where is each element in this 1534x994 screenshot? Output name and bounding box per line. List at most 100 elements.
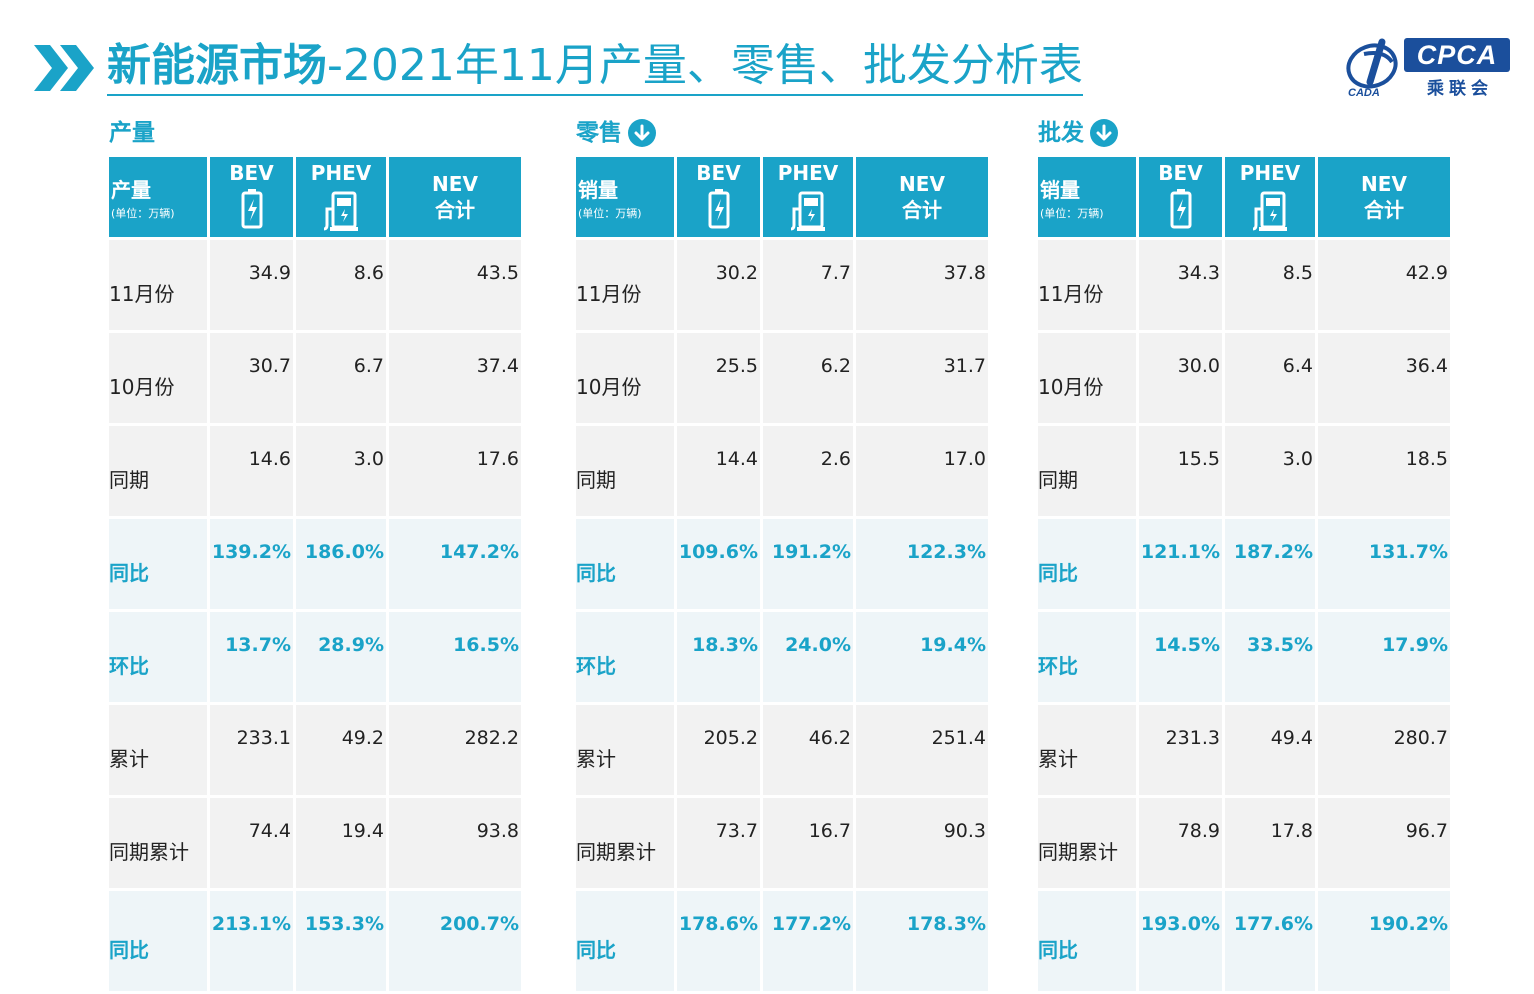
logo-cn: 乘联会: [1427, 79, 1493, 99]
cell-phev: 7.7: [763, 240, 853, 330]
cell-nev: 17.9%: [1318, 612, 1450, 702]
cell-bev: 34.9: [210, 240, 293, 330]
cell-phev: 2.6: [763, 426, 853, 516]
cell-nev: 17.0: [856, 426, 988, 516]
row-label: 累计: [576, 705, 674, 795]
table-header-row: 产量 (单位：万辆) BEV PHEV NEV 合计: [109, 157, 521, 237]
down-arrow-icon[interactable]: [628, 119, 656, 147]
header-bev-label: BEV: [696, 161, 741, 185]
cada-logo-icon: CADA: [1346, 38, 1398, 98]
row-label: 同期: [109, 426, 207, 516]
cpca-logo: CADA CPCA 乘联会: [1344, 36, 1514, 99]
section-title: 零售: [576, 115, 991, 151]
cell-phev: 33.5%: [1225, 612, 1315, 702]
row-label: 同比: [109, 519, 207, 609]
logo-text: CPCA: [1404, 38, 1510, 72]
header-phev-label: PHEV: [310, 161, 372, 185]
cell-nev: 122.3%: [856, 519, 988, 609]
cell-bev: 14.6: [210, 426, 293, 516]
row-label: 同比: [109, 891, 207, 991]
cell-bev: 139.2%: [210, 519, 293, 609]
header-phev: PHEV: [296, 157, 386, 237]
row-label: 累计: [109, 705, 207, 795]
data-table: 销量 (单位：万辆) BEV PHEV NEV 合计: [573, 154, 991, 994]
header-nev1-label: NEV: [1361, 172, 1407, 196]
section-retail: 零售 销量 (单位：万辆) BEV PHEV: [576, 115, 991, 994]
cell-phev: 17.8: [1225, 798, 1315, 888]
table-row: 11月份 34.9 8.6 43.5: [109, 240, 521, 330]
row-label: 11月份: [576, 240, 674, 330]
cell-bev: 30.2: [677, 240, 760, 330]
section-title: 产量: [109, 115, 524, 151]
cell-phev: 177.6%: [1225, 891, 1315, 991]
cell-bev: 13.7%: [210, 612, 293, 702]
cell-nev: 131.7%: [1318, 519, 1450, 609]
table-row: 同比 213.1% 153.3% 200.7%: [109, 891, 521, 991]
cell-bev: 18.3%: [677, 612, 760, 702]
cell-bev: 30.0: [1139, 333, 1222, 423]
row-label: 环比: [109, 612, 207, 702]
cell-phev: 8.5: [1225, 240, 1315, 330]
header-bev-label: BEV: [1158, 161, 1203, 185]
row-label: 同期累计: [576, 798, 674, 888]
cell-bev: 213.1%: [210, 891, 293, 991]
cell-bev: 14.4: [677, 426, 760, 516]
cell-nev: 147.2%: [389, 519, 521, 609]
cell-phev: 177.2%: [763, 891, 853, 991]
cell-phev: 6.2: [763, 333, 853, 423]
table-row: 累计 231.3 49.4 280.7: [1038, 705, 1450, 795]
cell-bev: 109.6%: [677, 519, 760, 609]
cell-phev: 3.0: [296, 426, 386, 516]
table-row: 环比 14.5% 33.5% 17.9%: [1038, 612, 1450, 702]
cell-phev: 49.4: [1225, 705, 1315, 795]
header-unit-label: (单位：万辆): [1040, 206, 1104, 220]
battery-icon: [708, 189, 729, 229]
header-first-label: 销量: [578, 177, 618, 202]
section-production: 产量 产量 (单位：万辆) BEV PHEV: [109, 115, 524, 994]
row-label: 10月份: [576, 333, 674, 423]
row-label: 10月份: [1038, 333, 1136, 423]
cell-nev: 251.4: [856, 705, 988, 795]
table-row: 同期 14.6 3.0 17.6: [109, 426, 521, 516]
cell-nev: 96.7: [1318, 798, 1450, 888]
table-row: 环比 18.3% 24.0% 19.4%: [576, 612, 988, 702]
charging-station-icon: [1252, 191, 1287, 231]
cell-phev: 6.7: [296, 333, 386, 423]
row-label: 同比: [576, 519, 674, 609]
table-row: 同期 15.5 3.0 18.5: [1038, 426, 1450, 516]
row-label: 11月份: [1038, 240, 1136, 330]
cell-bev: 74.4: [210, 798, 293, 888]
cell-nev: 43.5: [389, 240, 521, 330]
cell-nev: 90.3: [856, 798, 988, 888]
table-row: 11月份 30.2 7.7 37.8: [576, 240, 988, 330]
cell-nev: 282.2: [389, 705, 521, 795]
section-title: 批发: [1038, 115, 1453, 151]
section-name: 产量: [109, 120, 155, 146]
cell-nev: 178.3%: [856, 891, 988, 991]
cell-nev: 19.4%: [856, 612, 988, 702]
header-nev: NEV 合计: [389, 157, 521, 237]
cell-phev: 8.6: [296, 240, 386, 330]
header-unit-label: (单位：万辆): [578, 206, 642, 220]
header-nev2-label: 合计: [902, 198, 942, 222]
cell-bev: 14.5%: [1139, 612, 1222, 702]
cell-nev: 42.9: [1318, 240, 1450, 330]
cell-phev: 46.2: [763, 705, 853, 795]
cell-nev: 280.7: [1318, 705, 1450, 795]
row-label: 同期累计: [1038, 798, 1136, 888]
cell-bev: 193.0%: [1139, 891, 1222, 991]
cell-nev: 37.4: [389, 333, 521, 423]
charging-station-icon: [790, 191, 825, 231]
down-arrow-icon[interactable]: [1090, 119, 1118, 147]
cell-bev: 73.7: [677, 798, 760, 888]
header-nev2-label: 合计: [435, 198, 475, 222]
header-bev: BEV: [1139, 157, 1222, 237]
cell-nev: 37.8: [856, 240, 988, 330]
title-bold: 新能源市场: [107, 40, 327, 91]
header-bev: BEV: [210, 157, 293, 237]
cell-bev: 30.7: [210, 333, 293, 423]
table-row: 10月份 25.5 6.2 31.7: [576, 333, 988, 423]
cell-nev: 17.6: [389, 426, 521, 516]
section-wholesale: 批发 销量 (单位：万辆) BEV PHEV: [1038, 115, 1453, 994]
row-label: 11月份: [109, 240, 207, 330]
